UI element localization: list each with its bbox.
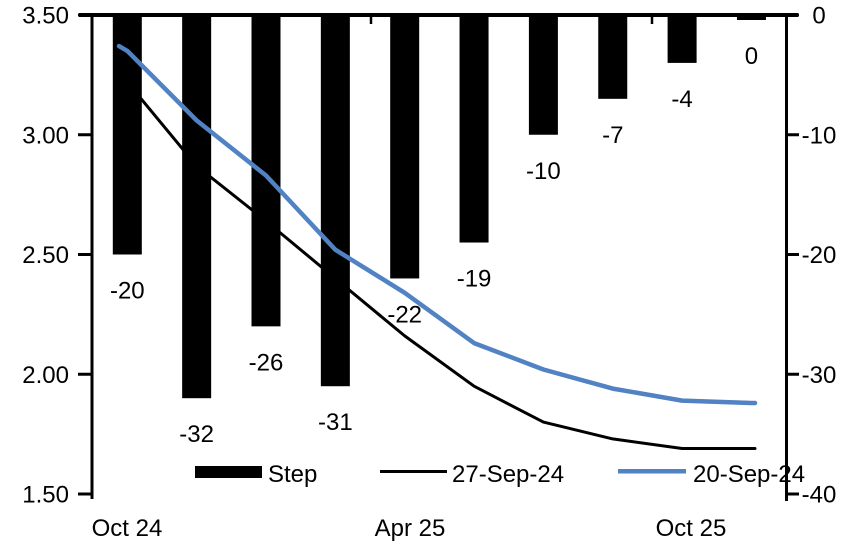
right-axis-tick-label: -30 (802, 362, 837, 389)
left-axis-line (90, 13, 94, 499)
step-bar (320, 15, 350, 387)
bar-value-label: -19 (457, 266, 492, 293)
legend-27-sep-24-swatch (380, 470, 447, 473)
left-axis-tick-label: 3.00 (22, 122, 69, 149)
step-bar (528, 15, 558, 135)
bar-value-label: 0 (745, 43, 758, 70)
step-bar (736, 15, 766, 20)
x-axis-label: Oct 24 (92, 515, 163, 542)
bar-value-label: -4 (671, 86, 692, 113)
x-axis-label: Oct 25 (656, 515, 727, 542)
right-axis-tick-label: -10 (802, 122, 837, 149)
right-axis-tick-label: -20 (802, 242, 837, 269)
step-bar (598, 15, 628, 99)
left-axis-tick (78, 492, 91, 496)
right-axis-tick (787, 13, 799, 17)
left-axis-tick-label: 1.50 (22, 482, 69, 509)
bar-value-label: -10 (526, 158, 561, 185)
legend-27-sep-24-label: 27-Sep-24 (452, 461, 564, 488)
x-axis-tick (369, 17, 373, 24)
step-bar (667, 15, 697, 63)
x-axis-top-line (79, 13, 798, 17)
bar-value-label: -20 (110, 278, 145, 305)
left-axis-tick (78, 253, 91, 256)
step-bar (251, 15, 281, 327)
right-axis-line (785, 13, 788, 501)
bar-value-label: -26 (249, 349, 284, 376)
step-bar (390, 15, 420, 279)
right-axis-tick (787, 372, 799, 376)
left-axis-tick (78, 13, 91, 17)
legend-20-sep-24-swatch (618, 469, 686, 474)
x-axis-label: Apr 25 (375, 515, 446, 542)
line-27-sep-24 (117, 73, 757, 450)
right-axis-tick (787, 492, 799, 496)
right-axis-tick (787, 133, 799, 137)
legend-step-label: Step (268, 461, 317, 488)
left-axis-tick-label: 2.50 (22, 242, 69, 269)
left-axis-tick-label: 2.00 (22, 362, 69, 389)
step-bar (112, 15, 142, 255)
line-20-sep-24 (116, 43, 758, 406)
right-axis-tick-label: -40 (802, 482, 837, 509)
plot-area: 3.503.002.502.001.500-10-20-30-40-20-32-… (22, 3, 836, 543)
x-axis-tick (650, 17, 654, 24)
legend-step-swatch (195, 466, 262, 478)
step-bar (182, 15, 212, 399)
step-bar (459, 15, 489, 243)
legend-20-sep-24-label: 20-Sep-24 (693, 461, 805, 488)
bar-value-label: -32 (179, 421, 214, 448)
right-axis-tick-label: 0 (812, 3, 825, 30)
right-axis-tick (787, 253, 799, 256)
bar-value-label: -31 (318, 409, 353, 436)
legend: Step 27-Sep-24 20-Sep-24 (195, 461, 805, 488)
bar-value-label: -22 (387, 301, 422, 328)
left-axis-tick (78, 372, 91, 376)
left-axis-tick-label: 3.50 (22, 3, 69, 30)
bar-value-label: -7 (602, 122, 623, 149)
left-axis-tick (78, 133, 91, 137)
